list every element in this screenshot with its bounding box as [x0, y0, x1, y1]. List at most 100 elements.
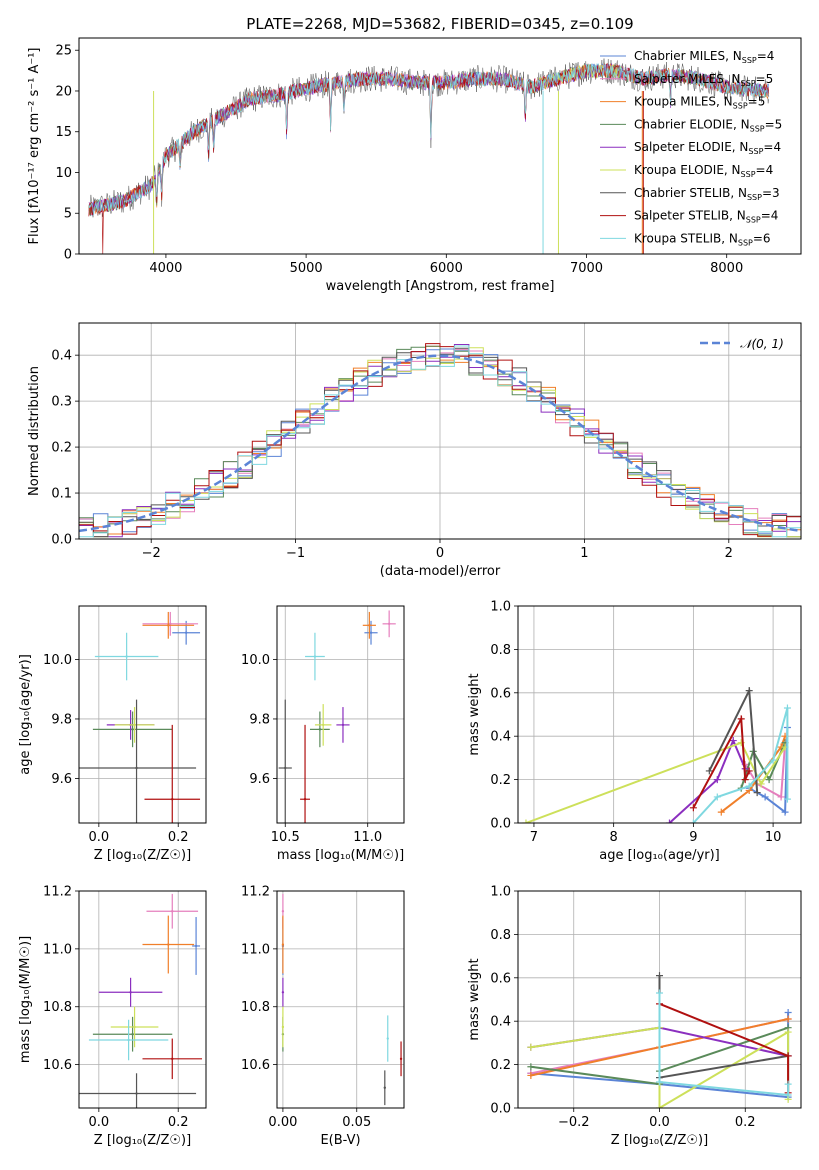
errorbar-kroupa-miles [142, 915, 195, 974]
residuals-axes-frame [78, 322, 802, 540]
mass_vs_Z-y-tick-label: 10.6 [43, 1058, 72, 1073]
errorbar-kroupa-elodie [281, 1006, 285, 1048]
point-marker [784, 1009, 792, 1017]
point-marker [656, 1104, 663, 1108]
errorbar-salpeter-miles [146, 893, 199, 929]
mass_vs_Z-y-axis-label: mass [log₁₀(M/M☉)] [18, 936, 33, 1063]
spectrum-axes-frame [78, 37, 802, 255]
spectrum-x-tick-label: 8000 [710, 261, 743, 276]
mass_vs_Z-grid [79, 890, 206, 1108]
weight_vs_age-y-axis-label: mass weight [467, 673, 482, 755]
mass_vs_Z-x-tick-label: 0.2 [168, 1115, 189, 1130]
point-marker [737, 715, 745, 723]
data-point [135, 766, 138, 770]
spectrum-plot-area [88, 58, 770, 254]
errorbar-salpeter-miles [382, 610, 396, 638]
point-marker [713, 776, 721, 784]
weight_vs_Z-y-tick-label: 0.2 [490, 1058, 511, 1073]
weight-series-chabrier-stelib [705, 686, 761, 797]
weight_vs_Z-y-tick-label: 0.4 [490, 1015, 511, 1030]
mass_vs_ebv-y-tick-label: 10.8 [241, 1000, 270, 1015]
spectrum-x-tick-label: 7000 [570, 261, 603, 276]
residuals-y-tick-label: 0.3 [51, 395, 72, 410]
weight_vs_Z-y-tick-label: 1.0 [490, 885, 511, 900]
age_vs_Z-x-tick-label: 0.0 [89, 830, 110, 845]
residuals-legend: 𝒩(0, 1) [700, 337, 784, 351]
legend-label: Kroupa MILES, NSSP=5 [634, 95, 765, 111]
spectrum-x-tick-label: 5000 [290, 261, 323, 276]
errorbar-chabrier-elodie [309, 711, 330, 748]
point-marker [784, 1028, 792, 1036]
data-point [386, 1037, 389, 1040]
errorbar-kroupa-stelib [305, 632, 325, 681]
spectrum-line-kroupa-stelib [88, 62, 770, 215]
weight-line [659, 1002, 790, 1093]
point-marker [741, 776, 749, 784]
age_vs_mass-y-tick-label: 10.0 [241, 653, 270, 668]
data-point [284, 766, 287, 770]
mass_vs_ebv-y-tick-label: 11.2 [241, 885, 270, 900]
data-point [171, 910, 174, 913]
residuals-x-tick-label: 1 [580, 546, 588, 561]
weight-line [658, 993, 790, 1097]
data-point [131, 728, 134, 731]
mass_vs_Z-y-tick-label: 10.8 [43, 1000, 72, 1015]
histogram-salpeter-stelib [79, 343, 801, 537]
errorbar-chabrier-stelib [383, 1070, 387, 1106]
weight-series-kroupa-stelib [689, 704, 791, 823]
weight_vs_age-grid [518, 605, 801, 824]
residuals-y-tick-label: 0.4 [51, 349, 72, 364]
weight_vs_age-x-tick-label: 8 [610, 830, 618, 845]
mass_vs_ebv-y-tick-label: 10.6 [241, 1058, 270, 1073]
age_vs_Z-y-axis-label: age [log₁₀(age/yr)] [18, 654, 33, 775]
spectrum-y-tick-label: 10 [55, 166, 72, 181]
age-vs-mass-panel: 10.5 11.0 9.6 9.8 10.0 mass [log₁₀(M/M☉)] [241, 605, 405, 863]
point-marker [705, 767, 713, 775]
errorbar-kroupa-miles [362, 611, 376, 639]
legend-label: Chabrier STELIB, NSSP=3 [634, 186, 780, 202]
errorbar-kroupa-elodie [114, 707, 155, 743]
errorbar-salpeter-stelib [142, 1038, 203, 1080]
weight_vs_Z-x-tick-label: −0.2 [558, 1115, 590, 1130]
legend-label: Kroupa STELIB, NSSP=6 [634, 231, 771, 247]
legend-label: Salpeter STELIB, NSSP=4 [634, 209, 778, 225]
data-point [133, 723, 136, 727]
age_vs_Z-grid [79, 606, 206, 823]
point-marker [745, 782, 753, 790]
residuals-plot-area [79, 343, 801, 538]
legend-label: Salpeter ELODIE, NSSP=4 [634, 140, 781, 156]
errorbar-kroupa-stelib [94, 632, 159, 681]
data-point [341, 723, 345, 727]
spectrum-y-tick-label: 5 [64, 207, 72, 222]
errorbar-kroupa-elodie [110, 1006, 159, 1048]
data-point [167, 624, 170, 627]
data-point [171, 1057, 174, 1061]
mass_vs_ebv-axes-frame [276, 890, 405, 1109]
residuals-y-tick-label: 0.0 [51, 533, 72, 548]
data-point [127, 1038, 130, 1042]
point-marker [689, 819, 697, 823]
mass_vs_Z-y-tick-label: 11.0 [43, 942, 72, 957]
point-marker [781, 808, 789, 816]
data-point [171, 798, 174, 801]
mass_vs_Z-x-axis-label: Z [log₁₀(Z/Z☉)] [94, 1133, 191, 1148]
data-point [135, 1092, 138, 1095]
weight-series-kroupa-elodie [522, 739, 789, 823]
weight_vs_age-y-tick-label: 1.0 [490, 600, 511, 615]
age_vs_mass-y-tick-label: 9.8 [249, 712, 270, 727]
data-point [184, 631, 188, 634]
data-point [281, 1025, 285, 1029]
age_vs_mass-y-tick-label: 9.6 [249, 772, 270, 787]
age_vs_mass-grid [277, 606, 404, 823]
age_vs_Z-y-tick-label: 10.0 [43, 653, 72, 668]
weight-vs-age-panel: 7 8 9 10 0.0 0.2 0.4 0.6 0.8 1.0 age [log₁₀(age/yr… [467, 600, 802, 863]
weight_vs_Z-x-tick-label: 0.2 [735, 1115, 756, 1130]
weight-line [692, 715, 751, 809]
legend-label: Salpeter MILES, NSSP=5 [634, 72, 773, 88]
weight_vs_age-x-axis-label: age [log₁₀(age/yr)] [599, 848, 720, 863]
point-marker [717, 808, 725, 816]
errorbar-salpeter-stelib [300, 724, 310, 823]
age_vs_Z-y-tick-label: 9.6 [51, 772, 72, 787]
point-marker [777, 793, 785, 801]
weight_vs_Z-y-tick-label: 0.6 [490, 971, 511, 986]
